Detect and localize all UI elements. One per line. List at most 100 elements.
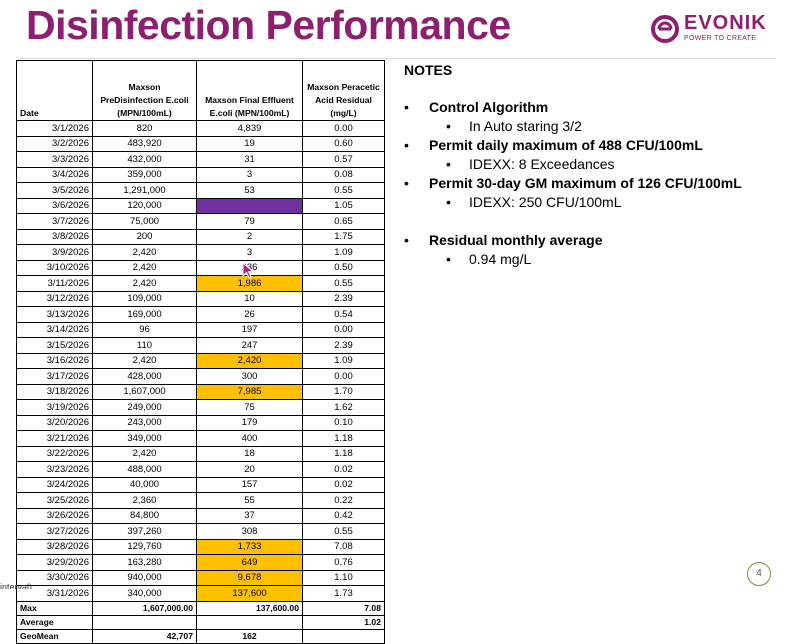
bullet-icon: • xyxy=(404,99,409,115)
table-row: 3/6/2026 120,000 1.05 xyxy=(16,197,385,214)
cell-date: 3/13/2026 xyxy=(16,306,93,323)
cell-predisinfection: 2,420 xyxy=(92,275,197,292)
table-header-row: Date Maxson PreDisinfection E.coli (MPN/… xyxy=(16,60,385,121)
bullet-icon: • xyxy=(446,118,451,134)
bullet-icon: • xyxy=(404,232,409,248)
cell-date: 3/28/2026 xyxy=(16,538,93,555)
cell-date: 3/3/2026 xyxy=(16,151,93,168)
note-subitem: • IDEXX: 8 Exceedances xyxy=(404,155,784,174)
table-row: 3/10/2026 2,420 236 0.50 xyxy=(16,259,385,276)
cell-date: 3/9/2026 xyxy=(16,244,93,261)
note-item: • Permit 30-day GM maximum of 126 CFU/100… xyxy=(404,174,784,193)
note-subitem: • In Auto staring 3/2 xyxy=(404,117,784,136)
cell-final-effluent: 7,985 xyxy=(196,383,303,400)
cell-residual: 1.10 xyxy=(302,569,385,586)
logo-wordmark: EVONIK xyxy=(684,12,767,34)
table-row: 3/18/2026 1,607,000 7,985 1.70 xyxy=(16,383,385,400)
note-text: Permit daily maximum of 488 CFU/100mL xyxy=(429,137,703,153)
cell-residual: 0.10 xyxy=(302,414,385,431)
cell-predisinfection: 397,260 xyxy=(92,523,197,540)
bullet-icon: • xyxy=(446,251,451,267)
evonik-logo-mark-icon xyxy=(651,15,679,43)
cell-final-effluent: 19 xyxy=(196,135,303,152)
cut-off-caption: interval) xyxy=(0,583,33,589)
cell-residual: 0.02 xyxy=(302,461,385,478)
evonik-logo: EVONIK POWER TO CREATE xyxy=(650,12,775,46)
cell-residual: 0.76 xyxy=(302,554,385,571)
cell-final-effluent: 400 xyxy=(196,430,303,447)
cell-final-effluent: 10 xyxy=(196,290,303,307)
header-final-effluent: Maxson Final Effluent E.coli (MPN/100mL) xyxy=(196,60,303,121)
cell-final-effluent: 3 xyxy=(196,166,303,183)
cell-final-effluent: 2 xyxy=(196,228,303,245)
note-text: Residual monthly average xyxy=(429,232,603,248)
cell-final-effluent: 4,839 xyxy=(196,120,303,137)
cell-residual: 1.09 xyxy=(302,352,385,369)
note-item: • Control Algorithm xyxy=(404,98,784,117)
cell-residual: 0.00 xyxy=(302,368,385,385)
note-subtext: IDEXX: 250 CFU/100mL xyxy=(469,194,622,210)
note-subtext: 0.94 mg/L xyxy=(469,251,532,267)
table-row: 3/16/2026 2,420 2,420 1.09 xyxy=(16,352,385,369)
table-row: 3/14/2026 96 197 0.00 xyxy=(16,321,385,338)
cell-final-effluent: 18 xyxy=(196,445,303,462)
cell-final-effluent: 2,420 xyxy=(196,352,303,369)
cell-residual: 0.55 xyxy=(302,182,385,199)
cell-residual: 7.08 xyxy=(302,538,385,555)
cell-final-effluent: 3 xyxy=(196,244,303,261)
table-row: 3/27/2026 397,260 308 0.55 xyxy=(16,523,385,540)
cell-residual: 1.75 xyxy=(302,228,385,245)
cell-date: 3/27/2026 xyxy=(16,523,93,540)
cell-date: 3/21/2026 xyxy=(16,430,93,447)
cell-residual: 1.18 xyxy=(302,430,385,447)
table-row: 3/20/2026 243,000 179 0.10 xyxy=(16,414,385,431)
cell-date: 3/15/2026 xyxy=(16,337,93,354)
cell-predisinfection: 483,920 xyxy=(92,135,197,152)
slide-title: Disinfection Performance xyxy=(26,2,511,48)
note-text: Permit 30-day GM maximum of 126 CFU/100m… xyxy=(429,175,742,191)
note-subtext: IDEXX: 8 Exceedances xyxy=(469,156,615,172)
table-row: 3/23/2026 488,000 20 0.02 xyxy=(16,461,385,478)
cell-date: 3/8/2026 xyxy=(16,228,93,245)
cell-date: 3/5/2026 xyxy=(16,182,93,199)
bullet-icon: • xyxy=(404,175,409,191)
table-row: 3/29/2026 163,280 649 0.76 xyxy=(16,554,385,571)
cell-residual: 0.54 xyxy=(302,306,385,323)
cell-predisinfection: 488,000 xyxy=(92,461,197,478)
cell-final-effluent: 53 xyxy=(196,182,303,199)
cell-date: 3/11/2026 xyxy=(16,275,93,292)
cell-predisinfection: 96 xyxy=(92,321,197,338)
cell-residual: 0.00 xyxy=(302,321,385,338)
summary-row-max: Max 1,607,000.00 137,600.00 7.08 xyxy=(16,600,385,616)
cell-date: 3/16/2026 xyxy=(16,352,93,369)
cell-predisinfection: 2,420 xyxy=(92,445,197,462)
summary-row-average: Average 1.02 xyxy=(16,614,385,630)
page-number: 4 xyxy=(747,562,771,586)
cell-residual: 0.65 xyxy=(302,213,385,230)
cell-date: 3/26/2026 xyxy=(16,507,93,524)
cell-predisinfection: 428,000 xyxy=(92,368,197,385)
cell-predisinfection: 75,000 xyxy=(92,213,197,230)
table-row: 3/26/2026 84,800 37 0.42 xyxy=(16,507,385,524)
cell-predisinfection: 1,291,000 xyxy=(92,182,197,199)
cell-predisinfection: 109,000 xyxy=(92,290,197,307)
note-subtext: In Auto staring 3/2 xyxy=(469,118,582,134)
notes-heading: NOTES xyxy=(404,62,453,78)
cell-residual: 0.00 xyxy=(302,120,385,137)
header-predisinfection: Maxson PreDisinfection E.coli (MPN/100mL… xyxy=(92,60,197,121)
cell-date: 3/23/2026 xyxy=(16,461,93,478)
cell-final-effluent: 179 xyxy=(196,414,303,431)
cell-residual: 1.18 xyxy=(302,445,385,462)
disinfection-table: Date Maxson PreDisinfection E.coli (MPN/… xyxy=(16,60,385,644)
table-row: 3/5/2026 1,291,000 53 0.55 xyxy=(16,182,385,199)
notes-list: • Control Algorithm • In Auto staring 3/2 • P… xyxy=(404,98,784,269)
cell-predisinfection: 432,000 xyxy=(92,151,197,168)
table-row: 3/1/2026 820 4,839 0.00 xyxy=(16,120,385,137)
table-row: 3/12/2026 109,000 10 2.39 xyxy=(16,290,385,307)
cell-predisinfection: 249,000 xyxy=(92,399,197,416)
cell-residual: 1.70 xyxy=(302,383,385,400)
table-row: 3/21/2026 349,000 400 1.18 xyxy=(16,430,385,447)
table-row: 3/15/2026 110 247 2.39 xyxy=(16,337,385,354)
cell-predisinfection: 163,280 xyxy=(92,554,197,571)
cell-predisinfection: 110 xyxy=(92,337,197,354)
